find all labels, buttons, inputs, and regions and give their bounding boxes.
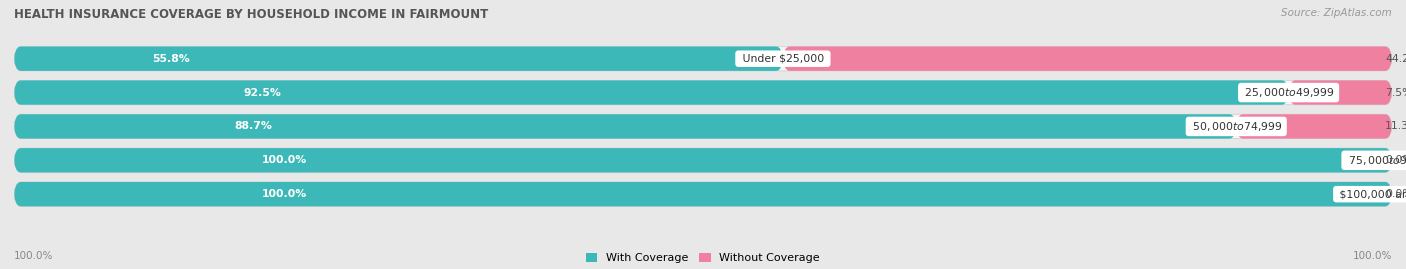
Text: 0.0%: 0.0% [1385,155,1406,165]
FancyBboxPatch shape [14,182,1392,206]
Legend: With Coverage, Without Coverage: With Coverage, Without Coverage [582,248,824,268]
FancyBboxPatch shape [14,80,1289,105]
Text: 44.2%: 44.2% [1385,54,1406,64]
Text: 100.0%: 100.0% [1353,251,1392,261]
Text: 55.8%: 55.8% [152,54,190,64]
Text: 88.7%: 88.7% [233,121,271,132]
FancyBboxPatch shape [14,47,1392,71]
Text: $25,000 to $49,999: $25,000 to $49,999 [1241,86,1336,99]
Text: 7.5%: 7.5% [1385,88,1406,98]
Text: 100.0%: 100.0% [262,189,308,199]
FancyBboxPatch shape [14,114,1392,139]
Text: 11.3%: 11.3% [1385,121,1406,132]
Text: $75,000 to $99,999: $75,000 to $99,999 [1344,154,1406,167]
FancyBboxPatch shape [14,114,1236,139]
FancyBboxPatch shape [14,47,783,71]
Text: 92.5%: 92.5% [243,88,281,98]
FancyBboxPatch shape [14,148,1392,172]
FancyBboxPatch shape [14,182,1392,206]
Text: 100.0%: 100.0% [262,155,308,165]
Text: $100,000 and over: $100,000 and over [1336,189,1406,199]
Text: Under $25,000: Under $25,000 [738,54,827,64]
Text: $50,000 to $74,999: $50,000 to $74,999 [1189,120,1284,133]
Text: 100.0%: 100.0% [14,251,53,261]
FancyBboxPatch shape [14,80,1392,105]
FancyBboxPatch shape [14,148,1392,172]
FancyBboxPatch shape [1236,114,1392,139]
Text: HEALTH INSURANCE COVERAGE BY HOUSEHOLD INCOME IN FAIRMOUNT: HEALTH INSURANCE COVERAGE BY HOUSEHOLD I… [14,8,488,21]
Text: 0.0%: 0.0% [1385,189,1406,199]
FancyBboxPatch shape [783,47,1392,71]
FancyBboxPatch shape [1289,80,1392,105]
Text: Source: ZipAtlas.com: Source: ZipAtlas.com [1281,8,1392,18]
